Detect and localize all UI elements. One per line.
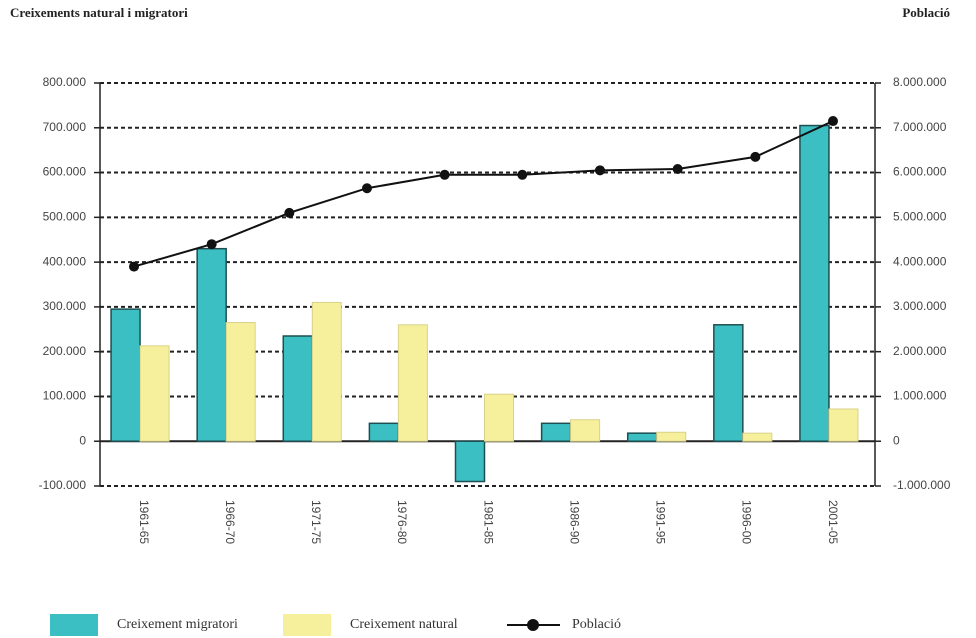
y2-tick-label: 1.000.000 [893,389,947,403]
bar [656,431,687,442]
bar [713,324,744,442]
y2-tick-label: 8.000.000 [893,75,947,89]
line-point [129,261,139,272]
chart-title: Creixements natural i migratori [10,5,188,20]
bar [540,422,572,442]
bar [397,324,428,442]
y-tick-label: 100.000 [43,389,87,403]
y2-title: Població [902,5,950,20]
y2-tick-label: 4.000.000 [893,254,947,268]
y-tick-label: -100.000 [39,478,87,492]
line-point [517,169,528,180]
bar [742,432,773,442]
y2-tick-label: 5.000.000 [893,210,947,224]
bar [484,393,514,442]
bar [282,335,314,442]
line-point [362,183,372,194]
x-tick-label: 1976-80 [395,500,409,544]
bar [799,124,830,442]
bar [570,419,601,442]
x-tick-label: 1996-00 [740,500,754,544]
y2-tick-label: 7.000.000 [893,120,947,134]
x-tick-label: 1966-70 [223,500,237,544]
bar [626,432,658,442]
legend-swatch [283,614,331,636]
line-point [750,151,761,162]
y-tick-label: 400.000 [43,254,87,268]
bar [828,408,859,442]
y2-tick-label: 2.000.000 [893,344,947,358]
y2-tick-label: 6.000.000 [893,165,947,179]
line-point [284,207,295,218]
legend-swatch [50,614,98,636]
bar [139,345,170,442]
line-point [439,169,450,180]
y-tick-label: 300.000 [43,299,87,313]
y-tick-label: 800.000 [43,75,87,89]
line-point [206,239,217,250]
legend-dot [527,619,539,631]
line-point [595,165,605,176]
bar [368,422,400,442]
legend-label: Creixement natural [350,617,458,632]
line-point [828,116,838,127]
y-tick-label: 200.000 [43,344,87,358]
x-tick-label: 1971-75 [309,500,323,544]
line [133,120,834,268]
x-tick-label: 1991-95 [654,500,668,544]
x-tick-label: 2001-05 [826,500,840,544]
bar [225,322,256,442]
bar [311,301,342,442]
y2-tick-label: 3.000.000 [893,299,947,313]
bar [196,247,227,442]
y-tick-label: 600.000 [43,165,87,179]
y2-tick-label: 0 [893,433,900,447]
bar [110,308,141,442]
x-tick-label: 1961-65 [137,500,151,544]
y-tick-label: 700.000 [43,120,87,134]
bar [454,440,486,483]
y-tick-label: 0 [79,433,86,447]
y2-tick-label: -1.000.000 [893,478,951,492]
x-tick-label: 1981-85 [481,500,495,544]
x-tick-label: 1986-90 [567,500,581,544]
legend-label: Creixement migratori [117,617,238,632]
y-tick-label: 500.000 [43,210,87,224]
legend-label: Població [572,617,621,632]
line-point [672,163,683,174]
